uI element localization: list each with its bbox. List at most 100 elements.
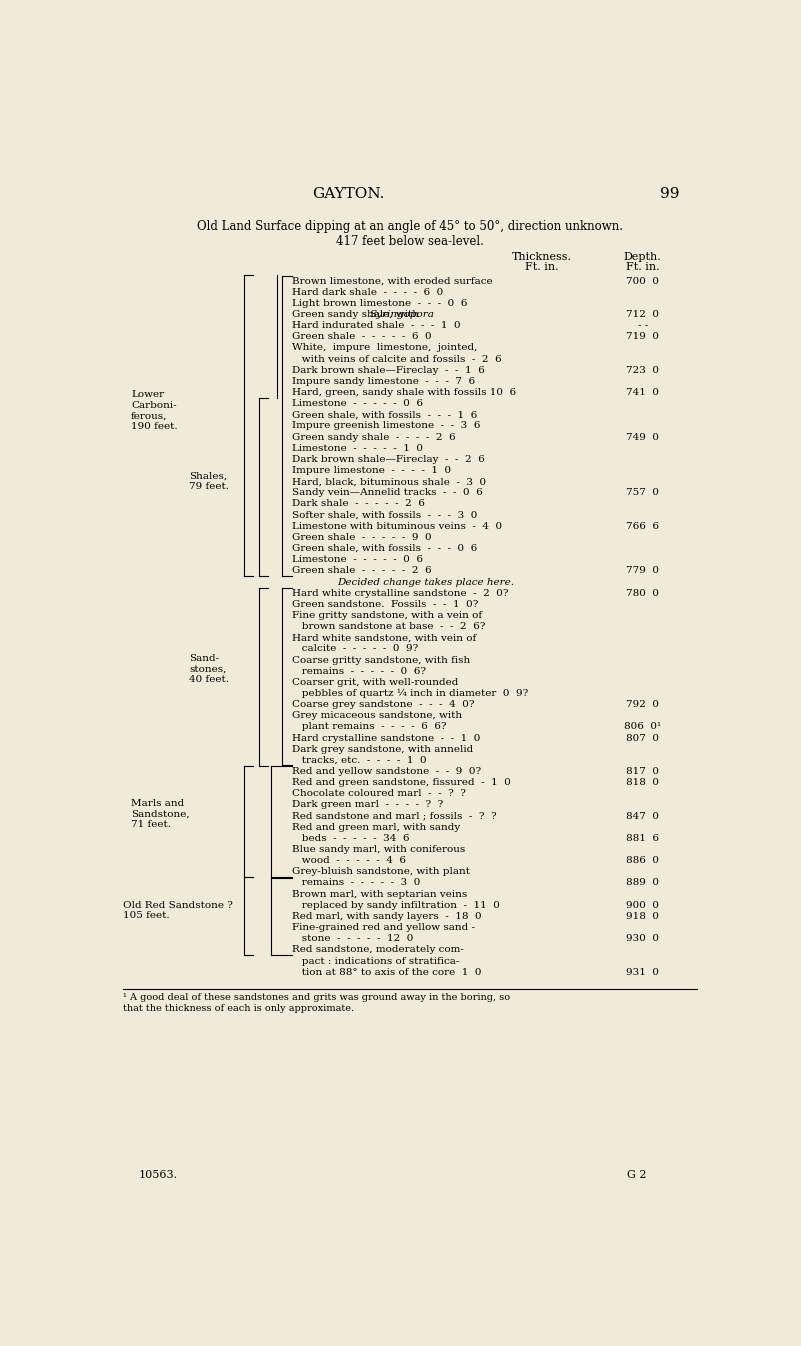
Text: 417 feet below sea-level.: 417 feet below sea-level. — [336, 236, 484, 248]
Text: Hard, green, sandy shale with fossils 10  6: Hard, green, sandy shale with fossils 10… — [292, 388, 517, 397]
Text: Hard white sandstone, with vein of: Hard white sandstone, with vein of — [292, 633, 477, 642]
Text: beds  -  -  -  -  -  34  6: beds - - - - - 34 6 — [292, 835, 410, 843]
Text: 757  0: 757 0 — [626, 489, 659, 497]
Text: 930  0: 930 0 — [626, 934, 659, 944]
Text: tracks, etc.  -  -  -  -  1  0: tracks, etc. - - - - 1 0 — [292, 756, 427, 765]
Text: Lower
Carboni-
ferous,
190 feet.: Lower Carboni- ferous, 190 feet. — [131, 390, 178, 431]
Text: Ft. in.: Ft. in. — [525, 261, 558, 272]
Text: ¹ A good deal of these sandstones and grits was ground away in the boring, so
th: ¹ A good deal of these sandstones and gr… — [123, 993, 510, 1012]
Text: Hard dark shale  -  -  -  -  6  0: Hard dark shale - - - - 6 0 — [292, 288, 444, 296]
Text: Syringopora: Syringopora — [369, 310, 434, 319]
Text: Limestone with bituminous veins  -  4  0: Limestone with bituminous veins - 4 0 — [292, 522, 502, 530]
Text: Depth.: Depth. — [624, 253, 662, 262]
Text: Sandy vein—Annelid tracks  -  -  0  6: Sandy vein—Annelid tracks - - 0 6 — [292, 489, 483, 497]
Text: with veins of calcite and fossils  -  2  6: with veins of calcite and fossils - 2 6 — [292, 354, 502, 363]
Text: Red sandstone, moderately com-: Red sandstone, moderately com- — [292, 945, 465, 954]
Text: pact : indications of stratifica-: pact : indications of stratifica- — [292, 957, 460, 965]
Text: 779  0: 779 0 — [626, 567, 659, 575]
Text: Dark brown shale—Fireclay  -  -  1  6: Dark brown shale—Fireclay - - 1 6 — [292, 366, 485, 374]
Text: Green shale, with fossils  -  -  -  1  6: Green shale, with fossils - - - 1 6 — [292, 411, 477, 420]
Text: 99: 99 — [660, 187, 679, 201]
Text: 741  0: 741 0 — [626, 388, 659, 397]
Text: 900  0: 900 0 — [626, 900, 659, 910]
Text: Light brown limestone  -  -  -  0  6: Light brown limestone - - - 0 6 — [292, 299, 468, 308]
Text: Green shale  -  -  -  -  -  2  6: Green shale - - - - - 2 6 — [292, 567, 432, 575]
Text: Marls and
Sandstone,
71 feet.: Marls and Sandstone, 71 feet. — [131, 800, 190, 829]
Text: 10563.: 10563. — [139, 1170, 178, 1180]
Text: Green shale  -  -  -  -  -  9  0: Green shale - - - - - 9 0 — [292, 533, 432, 542]
Text: Hard, black, bituminous shale  -  3  0: Hard, black, bituminous shale - 3 0 — [292, 478, 486, 486]
Text: Coarse grey sandstone  -  -  -  4  0?: Coarse grey sandstone - - - 4 0? — [292, 700, 475, 709]
Text: Red sandstone and marl ; fossils  -  ?  ?: Red sandstone and marl ; fossils - ? ? — [292, 812, 497, 821]
Text: White,  impure  limestone,  jointed,: White, impure limestone, jointed, — [292, 343, 477, 353]
Text: plant remains  -  -  -  -  6  6?: plant remains - - - - 6 6? — [292, 723, 447, 731]
Text: Green shale, with fossils  -  -  -  0  6: Green shale, with fossils - - - 0 6 — [292, 544, 477, 553]
Text: tion at 88° to axis of the core  1  0: tion at 88° to axis of the core 1 0 — [292, 968, 482, 977]
Text: Brown limestone, with eroded surface: Brown limestone, with eroded surface — [292, 276, 493, 285]
Text: pebbles of quartz ¼ inch in diameter  0  9?: pebbles of quartz ¼ inch in diameter 0 9… — [292, 689, 529, 699]
Text: 918  0: 918 0 — [626, 911, 659, 921]
Text: calcite  -  -  -  -  -  0  9?: calcite - - - - - 0 9? — [292, 645, 419, 653]
Text: 889  0: 889 0 — [626, 879, 659, 887]
Text: Red marl, with sandy layers  -  18  0: Red marl, with sandy layers - 18 0 — [292, 911, 482, 921]
Text: Fine gritty sandstone, with a vein of: Fine gritty sandstone, with a vein of — [292, 611, 482, 621]
Text: Ft. in.: Ft. in. — [626, 261, 659, 272]
Text: G 2: G 2 — [627, 1170, 646, 1180]
Text: 712  0: 712 0 — [626, 310, 659, 319]
Text: Green sandy shale, with: Green sandy shale, with — [292, 310, 423, 319]
Text: Green shale  -  -  -  -  -  6  0: Green shale - - - - - 6 0 — [292, 332, 432, 342]
Text: Limestone  -  -  -  -  -  0  6: Limestone - - - - - 0 6 — [292, 555, 423, 564]
Text: 886  0: 886 0 — [626, 856, 659, 865]
Text: replaced by sandy infiltration  -  11  0: replaced by sandy infiltration - 11 0 — [292, 900, 500, 910]
Text: 719  0: 719 0 — [626, 332, 659, 342]
Text: Chocolate coloured marl  -  -  ?  ?: Chocolate coloured marl - - ? ? — [292, 789, 466, 798]
Text: Dark brown shale—Fireclay  -  -  2  6: Dark brown shale—Fireclay - - 2 6 — [292, 455, 485, 464]
Text: Grey-bluish sandstone, with plant: Grey-bluish sandstone, with plant — [292, 867, 470, 876]
Text: 749  0: 749 0 — [626, 432, 659, 441]
Text: remains  -  -  -  -  -  0  6?: remains - - - - - 0 6? — [292, 666, 426, 676]
Text: Old Land Surface dipping at an angle of 45° to 50°, direction unknown.: Old Land Surface dipping at an angle of … — [197, 221, 623, 233]
Text: 881  6: 881 6 — [626, 835, 659, 843]
Text: - -: - - — [638, 322, 648, 330]
Text: Limestone  -  -  -  -  -  0  6: Limestone - - - - - 0 6 — [292, 400, 423, 408]
Text: wood  -  -  -  -  -  4  6: wood - - - - - 4 6 — [292, 856, 406, 865]
Text: Green sandstone.  Fossils  -  -  1  0?: Green sandstone. Fossils - - 1 0? — [292, 600, 479, 608]
Text: Fine-grained red and yellow sand -: Fine-grained red and yellow sand - — [292, 923, 475, 931]
Text: 780  0: 780 0 — [626, 588, 659, 598]
Text: 931  0: 931 0 — [626, 968, 659, 977]
Text: Dark shale  -  -  -  -  -  2  6: Dark shale - - - - - 2 6 — [292, 499, 425, 509]
Text: Grey micaceous sandstone, with: Grey micaceous sandstone, with — [292, 711, 462, 720]
Text: Decided change takes place here.: Decided change takes place here. — [337, 577, 514, 587]
Text: brown sandstone at base  -  -  2  6?: brown sandstone at base - - 2 6? — [292, 622, 485, 631]
Text: remains  -  -  -  -  -  3  0: remains - - - - - 3 0 — [292, 879, 421, 887]
Text: Dark grey sandstone, with annelid: Dark grey sandstone, with annelid — [292, 744, 473, 754]
Text: 806  0¹: 806 0¹ — [624, 723, 661, 731]
Text: GAYTON.: GAYTON. — [312, 187, 384, 201]
Text: 792  0: 792 0 — [626, 700, 659, 709]
Text: 818  0: 818 0 — [626, 778, 659, 787]
Text: Impure limestone  -  -  -  -  1  0: Impure limestone - - - - 1 0 — [292, 466, 452, 475]
Text: 817  0: 817 0 — [626, 767, 659, 777]
Text: Coarse gritty sandstone, with fish: Coarse gritty sandstone, with fish — [292, 656, 470, 665]
Text: Red and green sandstone, fissured  -  1  0: Red and green sandstone, fissured - 1 0 — [292, 778, 511, 787]
Text: Brown marl, with septarian veins: Brown marl, with septarian veins — [292, 890, 468, 899]
Text: Shales,
79 feet.: Shales, 79 feet. — [189, 471, 229, 491]
Text: 807  0: 807 0 — [626, 734, 659, 743]
Text: 700  0: 700 0 — [626, 276, 659, 285]
Text: Old Red Sandstone ?
105 feet.: Old Red Sandstone ? 105 feet. — [123, 900, 233, 919]
Text: Softer shale, with fossils  -  -  -  3  0: Softer shale, with fossils - - - 3 0 — [292, 510, 477, 520]
Text: Red and yellow sandstone  -  -  9  0?: Red and yellow sandstone - - 9 0? — [292, 767, 481, 777]
Text: Coarser grit, with well-rounded: Coarser grit, with well-rounded — [292, 678, 459, 686]
Text: Sand-
stones,
40 feet.: Sand- stones, 40 feet. — [189, 654, 229, 684]
Text: Green sandy shale  -  -  -  -  2  6: Green sandy shale - - - - 2 6 — [292, 432, 456, 441]
Text: Impure sandy limestone  -  -  -  7  6: Impure sandy limestone - - - 7 6 — [292, 377, 476, 386]
Text: Dark green marl  -  -  -  -  ?  ?: Dark green marl - - - - ? ? — [292, 801, 444, 809]
Text: 766  6: 766 6 — [626, 522, 659, 530]
Text: Limestone  -  -  -  -  -  1  0: Limestone - - - - - 1 0 — [292, 444, 423, 452]
Text: Blue sandy marl, with coniferous: Blue sandy marl, with coniferous — [292, 845, 465, 853]
Text: Thickness.: Thickness. — [512, 253, 572, 262]
Text: Red and green marl, with sandy: Red and green marl, with sandy — [292, 822, 461, 832]
Text: 847  0: 847 0 — [626, 812, 659, 821]
Text: Hard white crystalline sandstone  -  2  0?: Hard white crystalline sandstone - 2 0? — [292, 588, 509, 598]
Text: 723  0: 723 0 — [626, 366, 659, 374]
